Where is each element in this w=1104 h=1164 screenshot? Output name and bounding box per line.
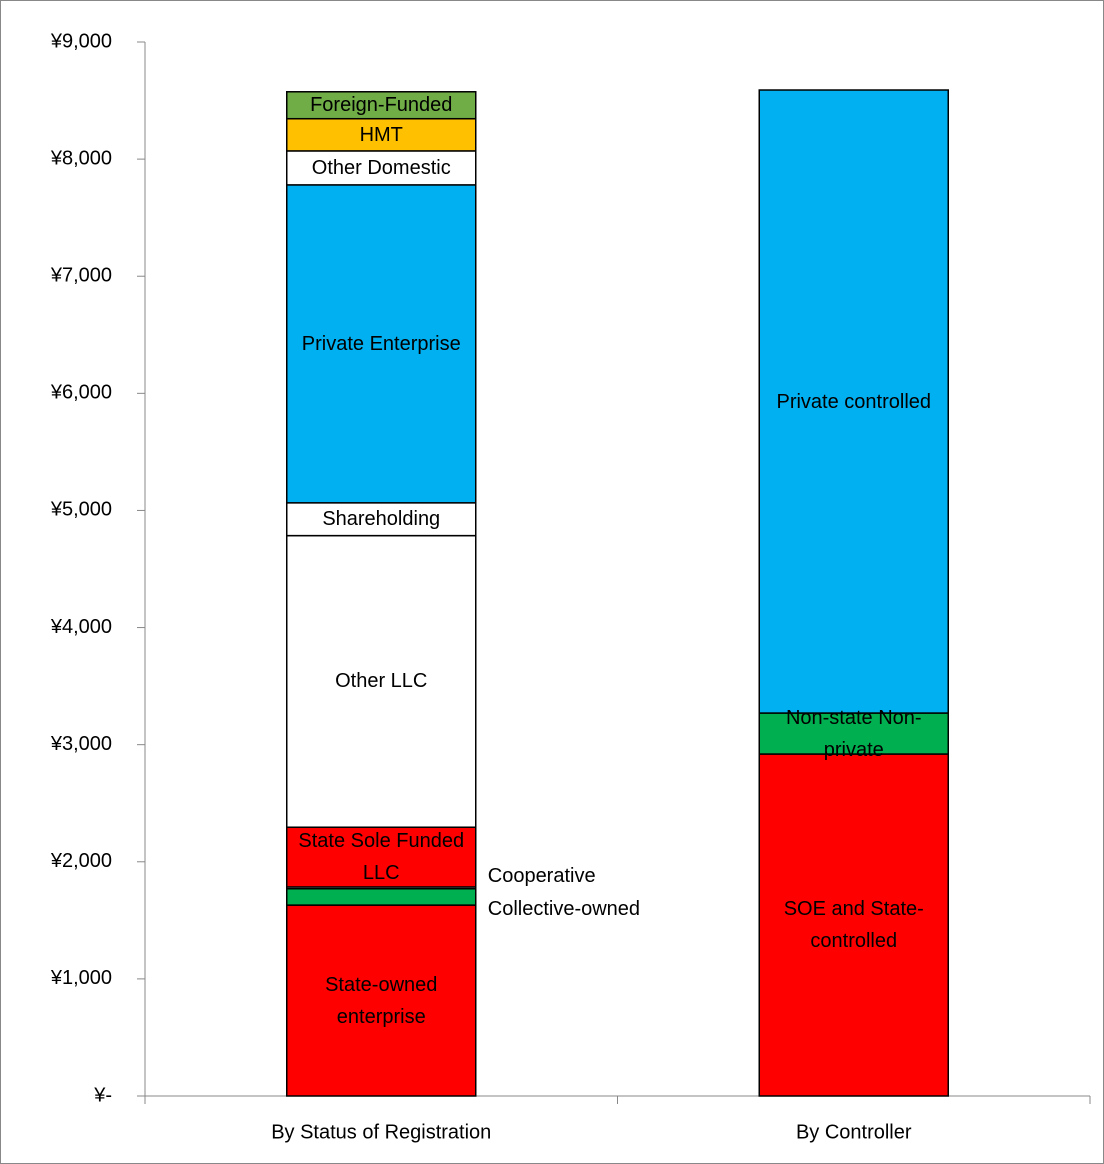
y-tick-label: ¥5,000 — [50, 499, 112, 521]
bar-segment — [758, 712, 949, 755]
y-tick-label: ¥1,000 — [50, 967, 112, 989]
bar-segment — [286, 184, 477, 504]
y-tick-label: ¥3,000 — [50, 733, 112, 755]
segment-label: HMT — [359, 123, 403, 146]
segment-label: SOE and State-controlled — [783, 898, 924, 952]
segment-label: State-owned enterprise — [325, 973, 438, 1028]
segment-label: State Sole Funded LLC — [298, 830, 465, 885]
segment-label-outside: Cooperative — [487, 864, 596, 887]
y-tick-label: ¥2,000 — [50, 850, 112, 872]
bar-segment — [286, 904, 477, 1097]
segment-label-outside: Collective-owned — [487, 897, 641, 920]
segment-label: Shareholding — [322, 508, 441, 531]
y-tick-label: ¥7,000 — [50, 265, 112, 287]
segment-label: Private controlled — [776, 390, 932, 413]
bar-segment — [758, 753, 949, 1097]
y-tick-label: ¥6,000 — [50, 382, 112, 404]
bar-segment — [286, 887, 477, 906]
segment-label: Other LLC — [335, 670, 428, 693]
y-tick-label: ¥8,000 — [50, 147, 112, 169]
segment-label: Private Enterprise — [301, 332, 461, 355]
segment-label: Foreign-Funded — [310, 94, 453, 117]
y-tick-label: ¥9,000 — [50, 30, 112, 52]
bar-segment — [286, 117, 477, 152]
x-tick-label: By Status of Registration — [271, 1121, 491, 1143]
segment-label: Other Domestic — [311, 156, 451, 179]
y-tick-label: ¥- — [93, 1084, 112, 1106]
x-tick-label: By Controller — [796, 1121, 912, 1143]
bar-segment — [286, 502, 477, 537]
bar-segment — [758, 89, 949, 714]
y-tick-label: ¥4,000 — [50, 616, 112, 638]
bar-segment — [286, 534, 477, 828]
segment-label: Non-state Non-private — [785, 706, 922, 761]
bar-segment — [286, 91, 477, 120]
